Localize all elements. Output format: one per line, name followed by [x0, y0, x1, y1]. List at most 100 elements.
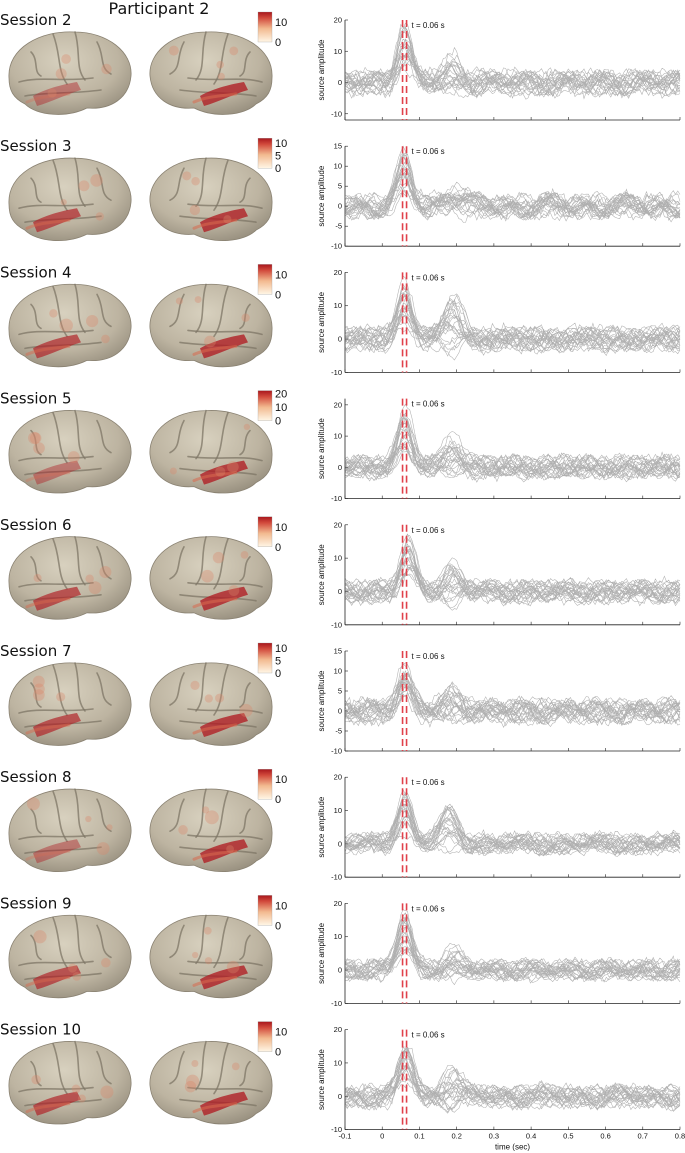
y-tick-label: 20: [334, 1025, 342, 1034]
brain-sulcus: [52, 664, 68, 716]
colorbar-tick-label: 0: [275, 416, 281, 428]
time-annotation: t = 0.06 s: [412, 778, 445, 787]
source-trace: [344, 287, 681, 355]
source-trace: [344, 154, 681, 222]
source-trace: [344, 295, 681, 353]
activation-spot: [229, 46, 239, 56]
source-trace: [344, 152, 681, 221]
activation-spot: [90, 174, 103, 187]
brain-sulcus: [30, 1060, 42, 1087]
colorbar: [257, 516, 273, 547]
colorbar-tick-label: 10: [275, 643, 287, 655]
time-annotation: t = 0.06 s: [412, 147, 445, 156]
session-label: Session 10: [0, 1021, 81, 1039]
source-trace: [344, 539, 681, 604]
plot-axes: 15 10 5 0 -5 -10 source amplitude: [317, 142, 681, 251]
temporal-activation: [25, 218, 71, 230]
source-trace: [344, 38, 681, 98]
brain-sulcus: [52, 1042, 68, 1095]
activation-spot: [61, 54, 71, 64]
y-axis-label: source amplitude: [317, 291, 326, 352]
colorbar-tick-label: 0: [275, 920, 281, 932]
y-tick-label: 15: [334, 142, 342, 151]
x-tick-label: -0.1: [339, 1132, 352, 1141]
trace-group: [344, 533, 681, 611]
source-trace: [344, 682, 681, 726]
plot-axes: 20 10 0 -10 source amplitude: [317, 268, 681, 377]
activation-spot: [217, 72, 225, 80]
y-tick-label: 20: [334, 268, 342, 277]
source-trace: [344, 670, 681, 726]
brain-sulcus: [213, 1042, 229, 1095]
source-trace: [344, 176, 681, 219]
source-trace: [344, 687, 681, 725]
y-tick-label: -10: [331, 747, 342, 756]
temporal-activation: [33, 208, 81, 233]
brain-sulcus: [52, 159, 68, 211]
colorbar-tick-label: 5: [275, 656, 281, 668]
activation-spot: [190, 680, 200, 690]
source-trace: [344, 428, 681, 480]
colorbar-tick-label: 10: [275, 269, 287, 281]
y-tick-label: 10: [334, 932, 342, 941]
y-tick-label: 10: [334, 667, 342, 676]
activation-spot: [184, 1080, 197, 1093]
brain-sulcus: [195, 788, 207, 838]
activation-spot: [60, 199, 67, 206]
brain-sulcus: [96, 798, 112, 832]
activation-spot: [77, 1094, 86, 1103]
time-annotation: t = 0.06 s: [412, 652, 445, 661]
brain-sulcus: [239, 556, 251, 582]
y-tick-label: 10: [334, 301, 342, 310]
source-trace: [344, 951, 681, 980]
activation-spot: [59, 318, 73, 333]
brain-sulcus: [213, 790, 229, 842]
session-row: Session 10 10 0 20 10 0 -10 source amplitude -0.…: [0, 1021, 685, 1152]
y-tick-label: 0: [338, 966, 342, 975]
session-label: Session 5: [0, 390, 72, 408]
brain-sulcus: [96, 41, 112, 75]
source-trace: [344, 932, 681, 986]
y-tick-label: -10: [331, 1125, 342, 1134]
temporal-activation: [192, 92, 238, 104]
activation-spot: [100, 1085, 114, 1099]
source-trace: [344, 52, 681, 97]
activation-spot: [227, 461, 239, 473]
time-annotation: t = 0.06 s: [412, 904, 445, 913]
activation-spot: [33, 683, 45, 695]
x-tick-label: 0: [380, 1132, 384, 1141]
y-tick-label: -10: [331, 242, 342, 251]
source-trace: [344, 804, 681, 856]
y-tick-label: 20: [334, 773, 342, 782]
y-axis-label: source amplitude: [317, 670, 326, 731]
brain-sulcus: [74, 1040, 86, 1091]
brain-sulcus: [169, 546, 185, 580]
brain-sulcus: [24, 467, 102, 476]
brain-sulcus: [30, 429, 42, 456]
source-trace: [344, 1048, 681, 1110]
y-tick-label: 10: [334, 432, 342, 441]
source-trace: [344, 29, 681, 100]
activation-spot: [31, 1074, 41, 1085]
y-axis-label: source amplitude: [317, 165, 326, 226]
brain-sulcus: [18, 834, 94, 840]
y-tick-label: -5: [335, 222, 342, 231]
activation-spot: [186, 1074, 200, 1088]
y-tick-label: -10: [331, 620, 342, 629]
brain-sulcus: [187, 329, 263, 336]
y-axis-label: source amplitude: [317, 418, 326, 479]
colorbar-tick-label: 0: [275, 542, 281, 554]
activation-spot: [203, 926, 212, 935]
source-trace: [344, 285, 681, 352]
source-trace: [344, 283, 681, 354]
brain-sulcus: [195, 914, 207, 965]
activation-spot: [101, 957, 111, 968]
colorbar-tick-label: 10: [275, 1027, 287, 1039]
activation-spot: [72, 972, 82, 981]
trace-group: [344, 145, 681, 223]
activation-spot: [215, 693, 225, 703]
brain-sulcus: [18, 960, 94, 967]
temporal-activation: [25, 975, 71, 987]
brain-sulcus: [169, 1050, 185, 1085]
source-trace: [344, 310, 681, 353]
